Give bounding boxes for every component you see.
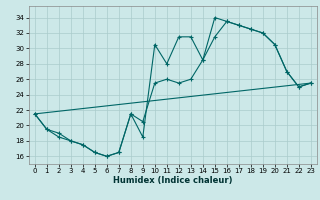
X-axis label: Humidex (Indice chaleur): Humidex (Indice chaleur) xyxy=(113,176,233,185)
